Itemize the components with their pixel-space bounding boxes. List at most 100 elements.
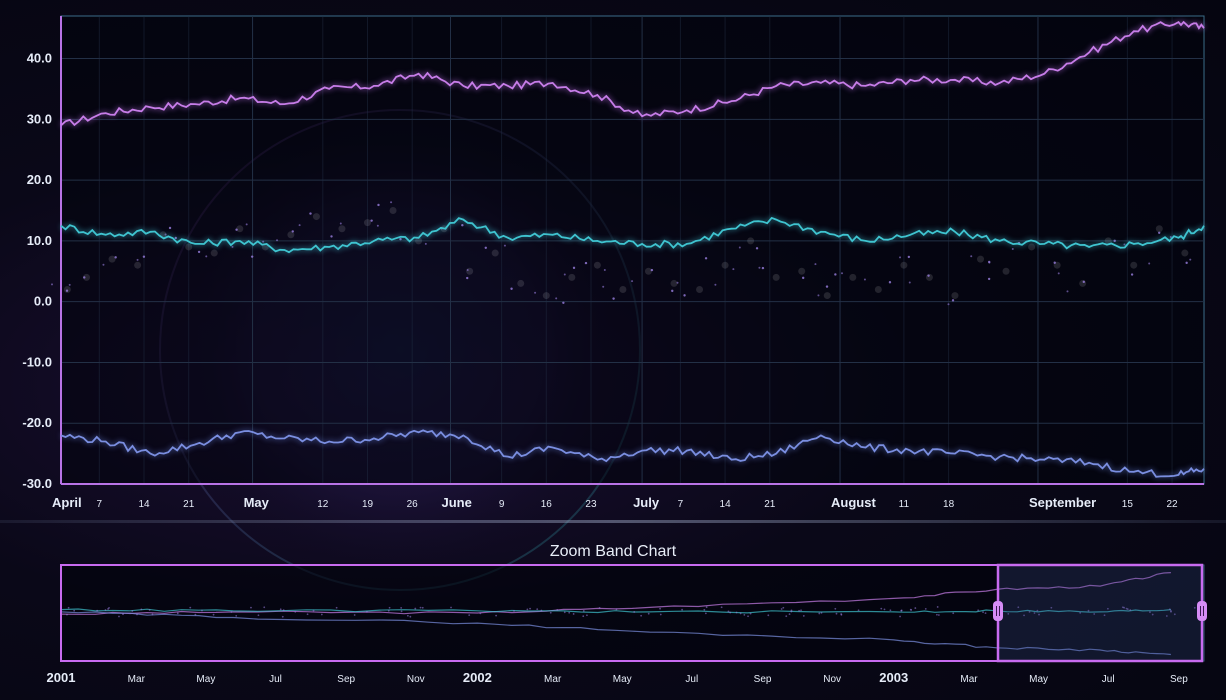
y-tick-label: 40.0: [27, 51, 52, 66]
zoom-x-tick-label-year: 2001: [47, 670, 76, 685]
zoom-scatter-point: [294, 610, 297, 613]
zoom-scatter-point: [122, 613, 124, 616]
scatter-point: [236, 225, 244, 233]
zoom-scatter-point: [388, 606, 391, 609]
zoom-scatter-point: [312, 609, 315, 612]
zoom-scatter-point: [335, 606, 338, 609]
scatter-point: [312, 213, 320, 221]
zoom-scatter-point: [320, 613, 323, 616]
scatter-point: [814, 263, 817, 266]
zoom-x-tick-labels: 2001 Mar May Jul Sep Nov 2002 Mar May Jul Sep Nov 20…: [47, 670, 1189, 685]
zoom-scatter-point: [282, 609, 285, 612]
scatter-point: [562, 301, 565, 304]
scatter-point: [415, 237, 423, 245]
zoom-band-selection[interactable]: [996, 563, 1204, 663]
zoom-scatter-point: [1126, 608, 1129, 611]
x-tick-label-day: 26: [407, 499, 419, 510]
zoom-band-title: Zoom Band Chart: [550, 543, 677, 560]
scatter-point: [1028, 243, 1036, 251]
zoom-scatter-point: [743, 613, 746, 616]
scatter-point: [276, 239, 279, 242]
zoom-scatter-point: [279, 608, 282, 611]
zoom-scatter-point: [306, 613, 309, 616]
scatter-series: [51, 201, 1192, 306]
zoom-scatter-point: [189, 606, 192, 609]
scatter-point: [510, 287, 513, 290]
zoom-scatter-point: [790, 609, 793, 612]
y-tick-label: -20.0: [22, 415, 52, 430]
zoom-scatter-point: [914, 607, 917, 609]
zoom-scatter-point: [785, 615, 788, 618]
zoom-scatter-point: [495, 614, 498, 617]
scatter-point: [1189, 258, 1192, 261]
scatter-point: [164, 233, 167, 236]
scatter-point: [593, 261, 601, 269]
zoom-scatter-point: [529, 607, 531, 610]
x-tick-label-month: June: [442, 495, 472, 510]
zoom-band-area: [60, 564, 1205, 662]
scatter-point: [390, 201, 393, 204]
scatter-point: [370, 219, 373, 222]
x-tick-label-day: 14: [138, 499, 150, 510]
zoom-scatter-point: [640, 614, 643, 617]
y-tick-label: 0.0: [34, 294, 52, 309]
zoom-scatter-point: [1079, 612, 1082, 614]
scatter-point: [1158, 231, 1161, 234]
zoom-band-left-handle[interactable]: [993, 601, 1003, 621]
zoom-scatter-point: [883, 608, 886, 611]
scatter-point: [849, 273, 857, 281]
zoom-scatter-point: [952, 612, 955, 615]
zoom-scatter-point: [889, 609, 892, 612]
line-series-group: [60, 20, 1205, 478]
zoom-scatter-point: [118, 615, 120, 618]
scatter-point: [907, 255, 911, 259]
scatter-point: [644, 267, 652, 275]
scatter-point: [1057, 272, 1060, 275]
zoom-scatter-point: [235, 614, 238, 617]
zoom-scatter-point: [720, 606, 723, 609]
scatter-point: [134, 261, 142, 269]
zoom-scatter-point: [148, 609, 151, 611]
scatter-point: [339, 222, 342, 225]
scatter-point: [210, 249, 218, 257]
zoom-scatter-point: [406, 614, 409, 617]
zoom-scatter-point: [536, 608, 539, 611]
scatter-point: [466, 267, 474, 275]
zoom-scatter-point: [1193, 606, 1196, 609]
zoom-band-right-handle[interactable]: [1197, 601, 1207, 621]
zoom-scatter-point: [107, 608, 109, 610]
zoom-scatter-point: [704, 612, 707, 615]
zoom-scatter-point: [767, 614, 770, 617]
zoom-scatter-point: [1093, 613, 1096, 615]
scatter-point: [841, 272, 844, 275]
zoom-series-line-mid: [60, 608, 1171, 614]
scatter-point: [1130, 261, 1138, 269]
scatter-point: [947, 303, 950, 306]
zoom-scatter-point: [1170, 610, 1172, 612]
scatter-point: [900, 261, 908, 269]
zoom-x-tick-label-month: Nov: [823, 674, 841, 685]
zoom-scatter-point: [479, 612, 482, 615]
scatter-point: [83, 276, 86, 279]
zoom-scatter-point: [568, 611, 571, 614]
scatter-point: [603, 268, 606, 271]
zoom-scatter-point: [66, 613, 68, 616]
zoom-scatter-point: [563, 611, 566, 614]
scatter-point: [1169, 236, 1172, 239]
zoom-scatter-point: [936, 613, 938, 616]
zoom-scatter-point: [582, 615, 585, 618]
zoom-scatter-point: [400, 610, 403, 613]
series-line-top: [60, 20, 1205, 127]
zoom-scatter-point: [735, 611, 738, 614]
zoom-scatter-point: [739, 612, 742, 615]
scatter-point: [732, 268, 735, 271]
zoom-scatter-point: [782, 606, 785, 609]
scatter-point: [714, 283, 717, 286]
zoom-scatter-point: [151, 613, 154, 616]
x-tick-label-day: 15: [1122, 499, 1134, 510]
scatter-point: [670, 279, 678, 287]
scatter-point: [1181, 249, 1189, 257]
zoom-scatter-point: [1123, 606, 1126, 609]
zoom-scatter-point: [201, 609, 203, 612]
scatter-point: [534, 291, 537, 294]
